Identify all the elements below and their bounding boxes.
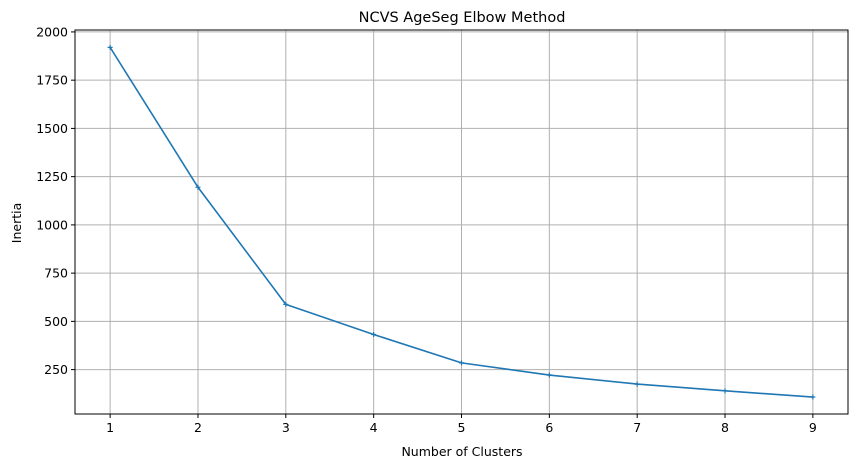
chart-title: NCVS AgeSeg Elbow Method	[359, 10, 566, 26]
y-tick-label: 1500	[36, 121, 68, 136]
x-tick-label: 2	[194, 420, 202, 435]
data-point-marker	[107, 44, 113, 50]
x-tick-label: 1	[106, 420, 114, 435]
x-axis-label: Number of Clusters	[401, 444, 522, 459]
grid-lines	[75, 30, 848, 414]
y-tick-label: 1250	[36, 169, 68, 184]
y-tick-label: 250	[44, 362, 68, 377]
series-layer	[107, 44, 816, 400]
x-tick-label: 3	[282, 420, 290, 435]
data-point-marker	[283, 301, 289, 307]
y-tick-label: 1750	[36, 73, 68, 88]
y-tick-label: 750	[44, 266, 68, 281]
y-tick-label: 1000	[36, 217, 68, 232]
x-tick-label: 7	[633, 420, 641, 435]
y-tick-label: 500	[44, 314, 68, 329]
x-tick-label: 5	[458, 420, 466, 435]
data-point-marker	[459, 360, 464, 366]
data-point-marker	[371, 331, 377, 337]
data-point-marker	[810, 394, 816, 400]
x-tick-label: 4	[370, 420, 378, 435]
x-tick-label: 9	[809, 420, 817, 435]
data-point-marker	[722, 388, 728, 394]
data-point-marker	[634, 381, 640, 387]
y-tick-label: 2000	[36, 24, 68, 39]
data-point-marker	[195, 184, 201, 190]
axis-ticks: 1 2 3 4 5 6 7 8 9 250 500 750 1000 1250 1500 1750 2000	[36, 24, 817, 435]
y-axis-label: Inertia	[9, 203, 24, 243]
x-tick-label: 8	[721, 420, 729, 435]
data-point-marker	[546, 372, 552, 378]
x-tick-label: 6	[545, 420, 553, 435]
